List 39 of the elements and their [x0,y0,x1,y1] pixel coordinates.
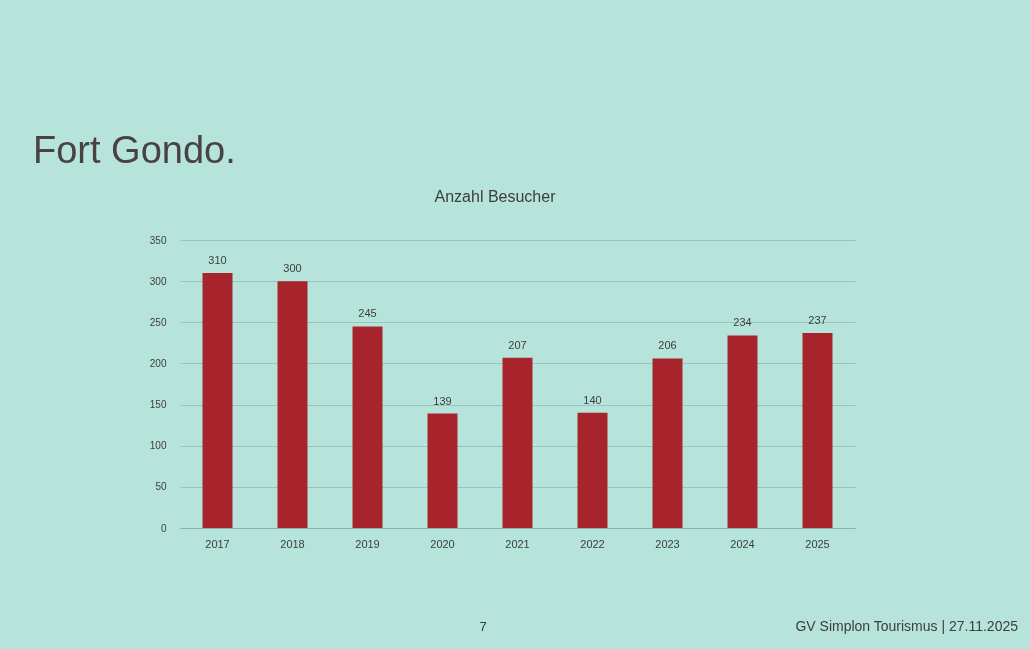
chart-subtitle: Anzahl Besucher [434,188,557,205]
bar [727,335,758,528]
chart-title: Fort Gondo. [33,129,236,171]
x-tick-label: 2025 [805,537,830,550]
data-label: 237 [808,313,827,326]
y-tick-label: 250 [149,316,167,328]
text: GV Simplon Tourismus | 27.11.2025 [795,618,1019,634]
y-tick-label: 200 [149,357,167,369]
y-tick-label: 100 [149,440,167,452]
bar [652,358,683,528]
data-label: 310 [208,253,227,266]
bar [802,332,833,528]
y-tick-label: 300 [149,275,167,287]
y-tick-label: 0 [160,522,167,534]
data-label: 300 [283,262,302,275]
x-tick-label: 2017 [205,537,230,550]
text: 7 [479,619,487,634]
bar [277,281,308,528]
data-label: 140 [583,393,602,406]
bar [202,272,233,528]
x-tick-label: 2024 [730,537,755,550]
y-tick-label: 350 [149,234,167,246]
data-label: 245 [358,307,377,320]
bar [352,326,383,528]
y-tick-label: 150 [149,399,167,411]
bar [427,413,458,528]
x-tick-label: 2019 [355,537,380,550]
x-tick-label: 2020 [430,537,455,550]
data-label: 234 [733,316,752,329]
x-tick-label: 2022 [580,537,605,550]
x-tick-label: 2023 [655,537,680,550]
data-label: 139 [433,394,452,407]
data-label: 207 [508,338,527,351]
bar [502,357,533,528]
y-tick-label: 50 [155,481,167,493]
data-label: 206 [658,339,677,352]
bar [577,412,608,528]
x-tick-label: 2021 [505,537,530,550]
x-tick-label: 2018 [280,537,305,550]
